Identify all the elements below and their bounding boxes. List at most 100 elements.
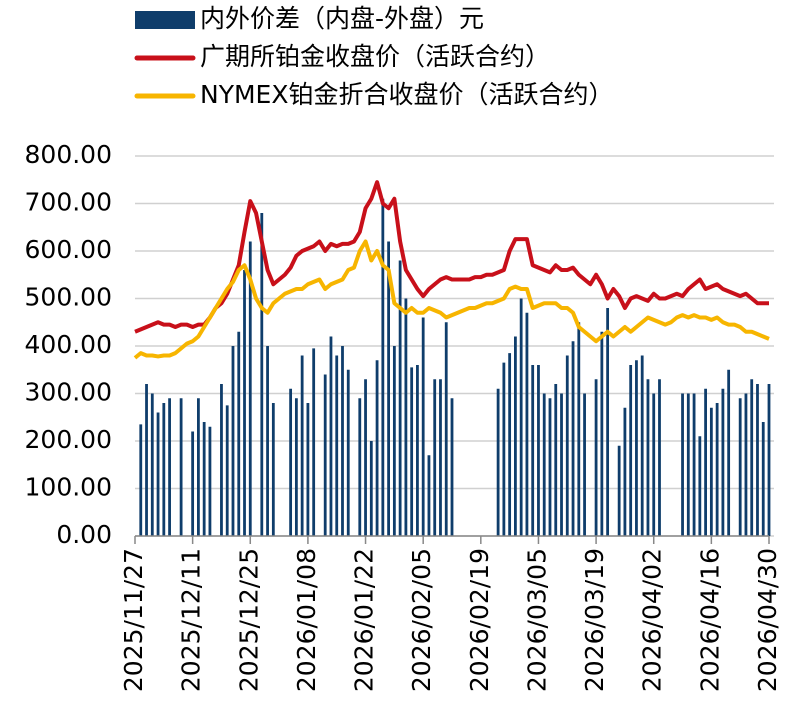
bar xyxy=(715,403,719,536)
bar xyxy=(640,355,644,536)
bar xyxy=(387,241,390,536)
bar xyxy=(594,379,598,536)
y-tick-label: 500.00 xyxy=(25,283,112,312)
bar xyxy=(709,407,713,536)
x-tick-label: 2025/12/11 xyxy=(177,548,206,692)
bar xyxy=(704,388,707,536)
bar xyxy=(289,388,293,536)
bar xyxy=(560,393,563,536)
bar xyxy=(721,388,725,536)
bar xyxy=(548,398,552,536)
y-tick-label: 100.00 xyxy=(25,473,112,502)
line xyxy=(134,180,769,334)
bar xyxy=(571,341,575,536)
bar xyxy=(300,355,304,536)
bar xyxy=(508,353,512,536)
bar xyxy=(525,312,529,536)
x-tick-label: 2026/01/22 xyxy=(350,548,379,692)
x-tick-label: 2026/04/30 xyxy=(753,548,782,692)
bar xyxy=(329,336,333,536)
bar xyxy=(237,331,241,536)
bar xyxy=(375,360,379,536)
bar xyxy=(150,393,154,536)
bar xyxy=(698,436,702,536)
bar xyxy=(577,322,581,536)
bar xyxy=(623,407,627,536)
bar xyxy=(537,365,540,536)
bar xyxy=(416,365,419,536)
x-tick-label: 2026/02/05 xyxy=(407,548,436,692)
y-tick-label: 200.00 xyxy=(25,425,112,454)
bar xyxy=(248,241,252,536)
bar xyxy=(179,398,183,536)
x-tick-label: 2026/03/05 xyxy=(522,548,551,692)
x-tick-label: 2026/04/02 xyxy=(638,548,667,692)
bar xyxy=(162,403,166,536)
legend-label: 广期所铂金收盘价（活跃合约） xyxy=(200,42,550,71)
bar xyxy=(646,379,650,536)
x-tick-label: 2026/04/16 xyxy=(695,548,724,692)
bar xyxy=(565,355,569,536)
bar xyxy=(433,379,437,536)
bar xyxy=(635,360,638,536)
bar xyxy=(583,393,586,536)
bar xyxy=(606,308,610,536)
bar xyxy=(197,398,200,536)
legend-label: 内外价差（内盘-外盘）元 xyxy=(200,4,484,33)
bar xyxy=(191,431,195,536)
bar xyxy=(323,374,327,536)
bar xyxy=(652,393,656,536)
bar xyxy=(266,346,269,536)
bar xyxy=(335,355,339,536)
bar xyxy=(738,398,742,536)
bar xyxy=(450,398,454,536)
bar xyxy=(750,379,754,536)
bar xyxy=(346,369,350,536)
legend-swatch xyxy=(135,11,195,29)
bar xyxy=(681,393,684,536)
y-tick-label: 0.00 xyxy=(56,520,112,549)
bar xyxy=(243,270,246,536)
bar xyxy=(727,369,731,536)
bar xyxy=(629,365,633,536)
bar xyxy=(514,336,517,536)
x-tick-label: 2026/01/08 xyxy=(292,548,321,692)
x-tick-label: 2025/12/25 xyxy=(234,548,263,692)
bar xyxy=(392,346,396,536)
y-tick-label: 400.00 xyxy=(25,330,112,359)
bar xyxy=(404,298,408,536)
bar xyxy=(260,213,264,536)
bar xyxy=(381,198,385,536)
bar xyxy=(756,384,759,536)
bar xyxy=(156,412,160,536)
bar xyxy=(220,384,223,536)
bar xyxy=(554,384,558,536)
bar xyxy=(600,331,604,536)
bar xyxy=(761,422,765,536)
x-tick-label: 2025/11/27 xyxy=(119,548,148,692)
bar xyxy=(496,388,500,536)
bar xyxy=(421,317,425,536)
bar xyxy=(658,379,661,536)
bar xyxy=(531,365,535,536)
bar xyxy=(312,348,316,536)
bar xyxy=(439,379,442,536)
y-tick-label: 600.00 xyxy=(25,235,112,264)
bar xyxy=(294,398,298,536)
bar xyxy=(410,367,414,536)
bar xyxy=(341,346,344,536)
bar xyxy=(502,362,506,536)
bar xyxy=(398,260,402,536)
bar xyxy=(444,322,448,536)
bar xyxy=(369,441,373,536)
legend-label: NYMEX铂金折合收盘价（活跃合约） xyxy=(200,80,613,109)
y-tick-label: 700.00 xyxy=(25,188,112,217)
bar xyxy=(427,455,431,536)
line xyxy=(133,239,770,360)
bar xyxy=(519,298,523,536)
x-tick-label: 2026/02/19 xyxy=(465,548,494,692)
bar xyxy=(271,403,275,536)
bar xyxy=(231,346,235,536)
bar xyxy=(145,384,148,536)
